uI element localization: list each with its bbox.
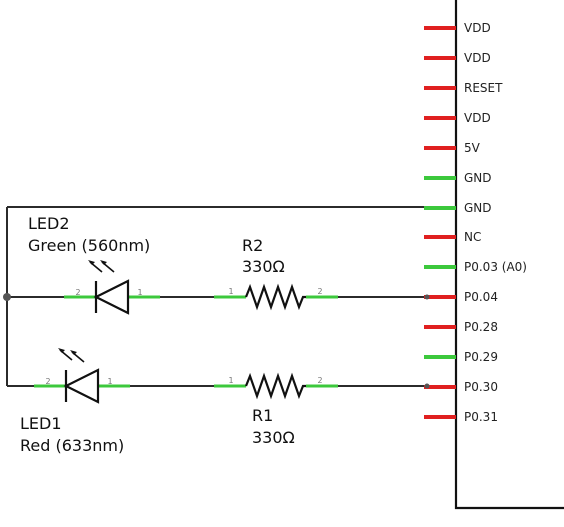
header-pin-label: P0.31 [464,410,498,424]
header-pin-label: RESET [464,81,503,95]
r1-pin2-number: 2 [317,376,322,385]
header-pins: VDD VDD RESET VDD 5V GND GND NC P0.03 (A0) P0.04 P… [424,21,527,424]
led1-pin2-number: 2 [45,377,50,386]
led2-pin2-number: 2 [75,288,80,297]
led1-diode-triangle [63,368,100,404]
r1-pin1-number: 1 [228,376,233,385]
header-pin-label: P0.28 [464,320,498,334]
led1-value: Red (633nm) [20,436,124,455]
header-pin-label: GND [464,171,492,185]
junction-dot [424,294,430,300]
junction-dot [3,293,11,301]
led2-symbol: 2 1 LED2 Green (560nm) [28,214,160,315]
led1-pin1-number: 1 [107,377,112,386]
led1-light-arrows [58,348,85,363]
r1-zigzag [244,372,306,400]
r1-name: R1 [252,406,273,425]
led1-symbol: 2 1 LED1 Red (633nm) [20,348,130,455]
wires [3,206,430,389]
header-pin-label: P0.29 [464,350,498,364]
led2-diode-triangle [93,279,130,315]
header-pin-label: P0.03 (A0) [464,260,527,274]
header-pin-label: 5V [464,141,481,155]
header-pin-label: P0.30 [464,380,498,394]
r1-symbol: 1 2 R1 330Ω [214,372,338,447]
header-pin-label: NC [464,230,481,244]
r2-zigzag [244,283,306,311]
r2-value: 330Ω [242,257,285,276]
header-pin-label: VDD [464,21,491,35]
r2-pin2-number: 2 [317,287,322,296]
led2-value: Green (560nm) [28,236,150,255]
header-pin-label: VDD [464,111,491,125]
r2-symbol: 1 2 R2 330Ω [214,236,338,311]
r2-pin1-number: 1 [228,287,233,296]
r1-value: 330Ω [252,428,295,447]
header-outline [454,0,564,510]
led2-name: LED2 [28,214,70,233]
led2-pin1-number: 1 [137,288,142,297]
header-pin-label: VDD [464,51,491,65]
header-pin-label: GND [464,201,492,215]
header-pin-label: P0.04 [464,290,498,304]
led2-light-arrows [88,260,115,273]
junction-dot [424,383,430,389]
led1-name: LED1 [20,414,62,433]
r2-name: R2 [242,236,263,255]
